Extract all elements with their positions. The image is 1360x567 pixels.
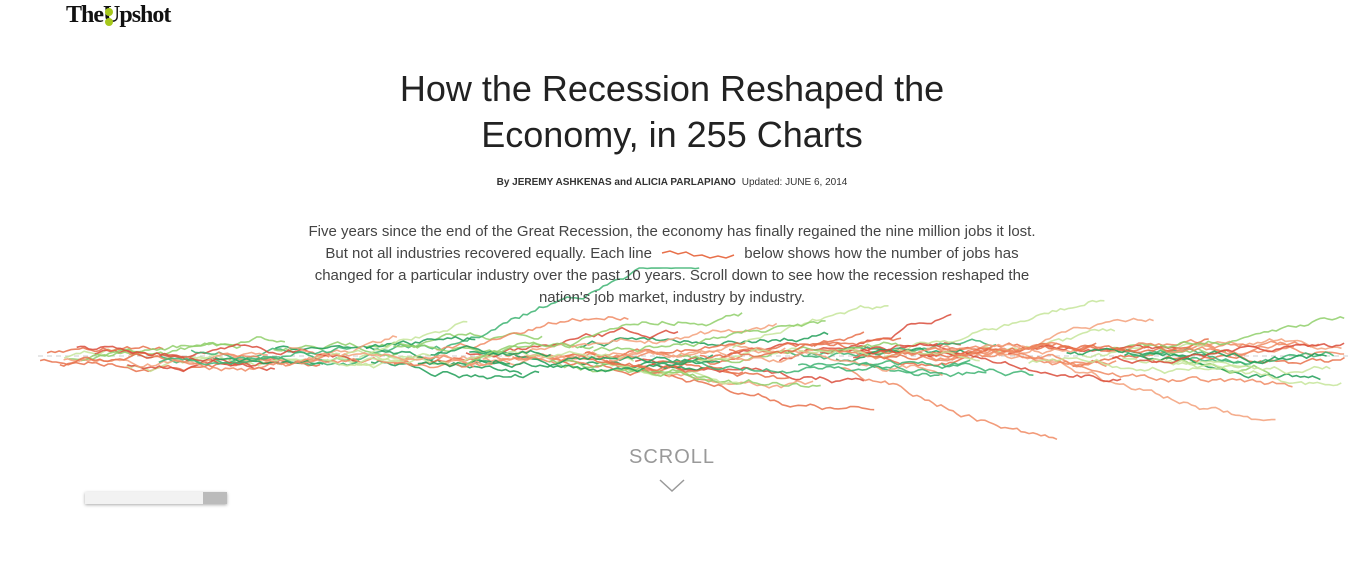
scroll-label[interactable]: SCROLL xyxy=(628,446,716,468)
industry-line[interactable] xyxy=(465,312,743,366)
industry-line[interactable] xyxy=(275,335,476,351)
byline: By JEREMY ASHKENAS and ALICIA PARLAPIANO xyxy=(496,177,736,188)
industry-line[interactable] xyxy=(844,299,1105,357)
industry-line[interactable] xyxy=(940,362,1034,377)
intro-text: below shows how the number of jobs has c… xyxy=(314,245,1030,306)
industry-line[interactable] xyxy=(609,349,814,363)
intro-text: Five years since the end of the Great Re… xyxy=(308,223,1036,262)
industry-line[interactable] xyxy=(1110,338,1320,352)
industry-line[interactable] xyxy=(158,346,351,366)
industry-line[interactable] xyxy=(798,359,971,370)
industry-line[interactable] xyxy=(923,341,1056,362)
industry-line[interactable] xyxy=(987,348,1276,422)
industry-line[interactable] xyxy=(46,345,164,354)
brand[interactable]: TheUpshot xyxy=(52,2,171,29)
updated: Updated: JUNE 6, 2014 xyxy=(741,177,848,188)
industry-line[interactable] xyxy=(59,352,141,367)
industry-line[interactable] xyxy=(1072,354,1345,368)
scrollbar[interactable] xyxy=(85,492,227,504)
industry-line[interactable] xyxy=(129,351,330,372)
industry-line[interactable] xyxy=(471,355,721,369)
industry-line[interactable] xyxy=(1124,352,1321,381)
industry-line[interactable] xyxy=(469,350,706,373)
industry-line[interactable] xyxy=(651,363,865,384)
industry-line[interactable] xyxy=(595,360,741,385)
industry-line[interactable] xyxy=(579,331,829,348)
inline-line xyxy=(661,250,735,259)
intro: Five years since the end of the Great Re… xyxy=(297,221,1047,309)
industry-line[interactable] xyxy=(63,351,268,368)
industry-line[interactable] xyxy=(807,346,892,356)
industry-line[interactable] xyxy=(728,337,902,358)
scroll-chevron[interactable] xyxy=(659,479,685,493)
industry-line[interactable] xyxy=(358,320,468,359)
industry-line[interactable] xyxy=(981,317,1154,359)
industry-line[interactable] xyxy=(654,359,943,374)
industry-line[interactable] xyxy=(593,320,826,353)
industry-line[interactable] xyxy=(430,267,700,361)
brand-text[interactable]: TheUpshot xyxy=(66,2,171,28)
logo-dots xyxy=(105,8,113,26)
industry-line[interactable] xyxy=(370,359,540,380)
industry-line[interactable] xyxy=(840,367,1058,441)
industry-line[interactable] xyxy=(326,352,432,367)
industry-line[interactable] xyxy=(504,322,778,358)
industry-line[interactable] xyxy=(954,350,1107,368)
industry-line[interactable] xyxy=(1164,359,1342,387)
industry-line[interactable] xyxy=(787,338,997,360)
industry-line[interactable] xyxy=(288,346,493,366)
industry-line[interactable] xyxy=(1028,353,1293,388)
industry-line[interactable] xyxy=(39,357,321,373)
industry-line[interactable] xyxy=(1028,356,1245,375)
industry-line[interactable] xyxy=(417,360,510,368)
industry-line[interactable] xyxy=(732,304,889,349)
industry-line[interactable] xyxy=(868,342,1097,361)
scroll-thumb[interactable] xyxy=(203,492,227,504)
industry-line[interactable] xyxy=(80,336,286,362)
industry-line[interactable] xyxy=(337,350,635,369)
industry-line[interactable] xyxy=(813,342,967,367)
industry-line[interactable] xyxy=(430,345,551,358)
industry-line[interactable] xyxy=(1122,357,1331,375)
title: How the Recession Reshaped the Economy, … xyxy=(399,68,945,155)
industry-line[interactable] xyxy=(1111,342,1345,364)
industry-line[interactable] xyxy=(497,344,786,361)
byline-row: By JEREMY ASHKENAS and ALICIA PARLAPIANO… xyxy=(0,177,1344,188)
industry-line[interactable] xyxy=(1159,316,1345,349)
industry-line[interactable] xyxy=(565,353,790,380)
industry-line[interactable] xyxy=(926,343,1095,355)
industry-line[interactable] xyxy=(853,348,1122,383)
